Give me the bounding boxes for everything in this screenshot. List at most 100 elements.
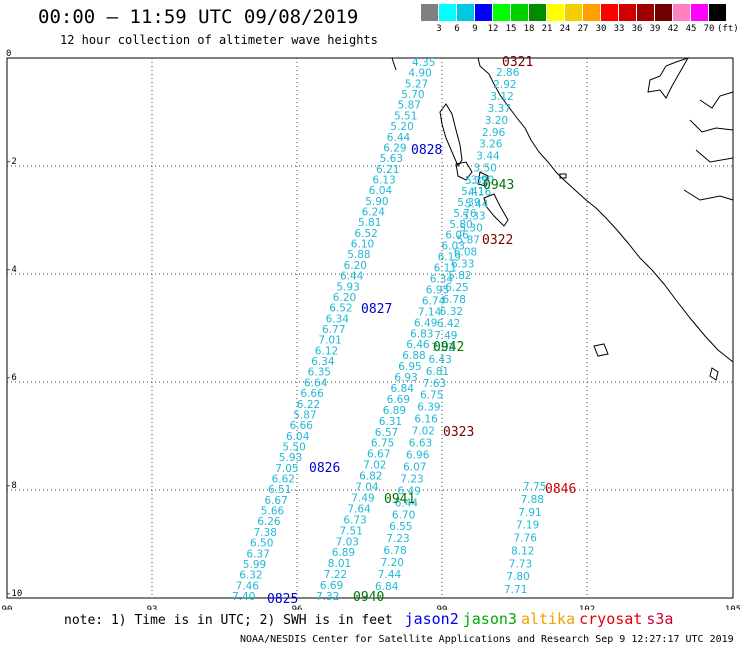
wave-height-value: 6.03 [442, 241, 465, 253]
wave-height-value: 6.66 [300, 388, 324, 400]
y-tick-label: 0 [6, 49, 11, 59]
legend-label: 12 [487, 24, 499, 34]
wave-height-value: 7.23 [386, 533, 409, 545]
wave-height-value: 5.80 [449, 219, 472, 231]
wave-height-value: 6.95 [426, 285, 449, 297]
wave-height-value: 5.88 [347, 249, 370, 261]
wave-height-value: 6.26 [257, 516, 281, 528]
wave-height-value: 6.29 [383, 142, 406, 154]
legend-label: 45 [685, 24, 697, 34]
credit-line: NOAA/NESDIS Center for Satellite Applica… [240, 634, 734, 645]
wave-height-value: 2.96 [482, 127, 506, 139]
legend-label: 15 [505, 24, 517, 34]
wave-height-value: 6.63 [409, 438, 432, 450]
wave-height-value: 3.12 [490, 91, 513, 103]
wave-height-value: 3.50 [474, 163, 497, 175]
wave-height-value: 6.43 [429, 354, 452, 366]
coastline [391, 57, 734, 381]
wave-height-value: 7.23 [400, 473, 423, 485]
wave-height-value: 5.93 [279, 452, 302, 464]
wave-height-value: 7.51 [340, 525, 363, 537]
wave-height-value: 6.88 [402, 350, 425, 362]
wave-height-value: 6.32 [239, 570, 262, 582]
wave-height-value: 6.70 [392, 509, 415, 521]
wave-height-value: 6.34 [430, 274, 454, 286]
wave-height-value: 7.76 [514, 533, 538, 545]
legend-label: 24 [559, 24, 571, 34]
wave-height-value: 6.75 [371, 438, 394, 450]
wave-height-value: 4.16 [468, 187, 492, 199]
wave-height-value: 7.63 [423, 378, 446, 390]
wave-height-value: 7.19 [516, 520, 539, 532]
wave-height-value: 6.83 [410, 328, 433, 340]
footnote: note: 1) Time is in UTC; 2) SWH is in fe… [64, 610, 673, 628]
wave-height-value: 3.20 [485, 115, 508, 127]
wave-height-value: 6.89 [383, 405, 406, 417]
wave-height-value: 8.12 [511, 545, 534, 557]
wave-height-value: 6.77 [322, 324, 345, 336]
wave-height-value: 7.32 [316, 591, 339, 603]
legend-swatch [493, 4, 510, 21]
legend-label: 9 [472, 24, 478, 34]
wave-height-value: 5.39 [465, 175, 488, 187]
legend-swatch [511, 4, 528, 21]
map-frame [6, 57, 734, 599]
wave-height-value: 7.91 [518, 507, 541, 519]
pass-time-label: 0322 [482, 233, 513, 248]
wave-height-value: 6.35 [308, 367, 331, 379]
pass-time-label: 0846 [545, 482, 576, 497]
wave-height-value: 6.81 [426, 366, 449, 378]
wave-height-value: 6.95 [398, 361, 421, 373]
wave-height-value: 6.25 [445, 282, 468, 294]
wave-height-value: 6.04 [369, 185, 393, 197]
wave-height-value: 2.92 [493, 79, 516, 91]
legend-label: 6 [454, 24, 460, 34]
wave-height-value: 7.49 [434, 330, 457, 342]
wave-height-value: 5.87 [293, 409, 316, 421]
pass-time-label: 0825 [267, 592, 298, 607]
wave-height-value: 7.38 [254, 527, 277, 539]
wave-height-value: 4.35 [412, 57, 435, 69]
wave-height-value: 6.75 [420, 390, 443, 402]
wave-height-value: 6.31 [379, 416, 402, 428]
wave-height-value: 6.20 [333, 292, 356, 304]
wave-height-value: 6.16 [414, 414, 438, 426]
wave-height-value: 6.19 [438, 252, 461, 264]
wave-height-value: 6.24 [362, 207, 386, 219]
wave-height-value: 6.96 [406, 450, 430, 462]
wave-height-value: 6.13 [372, 175, 395, 187]
wave-height-value: 6.49 [414, 317, 437, 329]
wave-height-value: 6.34 [326, 313, 350, 325]
x-tick-label: 93 [147, 605, 158, 610]
wave-height-value: 5.33 [462, 210, 485, 222]
wave-height-value: 5.41 [461, 186, 484, 198]
x-tick-label: 90 [2, 605, 13, 610]
legend-label: 33 [613, 24, 625, 34]
satellite-name: s3a [646, 610, 674, 628]
x-tick-label: 105 [725, 605, 740, 610]
legend-swatch [709, 4, 726, 21]
legend-swatch [457, 4, 474, 21]
wave-height-value: 3.26 [479, 139, 503, 151]
wave-height-value: 6.42 [437, 318, 460, 330]
y-tick-label: -10 [6, 589, 22, 599]
legend-label: 18 [523, 24, 535, 34]
wave-height-value: 6.44 [395, 497, 419, 509]
wave-height-value: 5.51 [394, 110, 417, 122]
wave-height-value: 6.69 [320, 580, 343, 592]
wave-height-value: 6.37 [246, 548, 269, 560]
wave-height-value: 3.44 [476, 151, 500, 163]
wave-height-value: 6.21 [376, 164, 399, 176]
wave-height-value: 5.27 [405, 78, 428, 90]
wave-height-value: 6.52 [329, 303, 352, 315]
satellite-name: cryosat [579, 610, 643, 628]
wave-height-value: 7.03 [336, 536, 359, 548]
legend-label: 27 [577, 24, 589, 34]
wave-height-value: 7.01 [318, 335, 341, 347]
satellite-name: jason3 [462, 610, 517, 628]
wave-height-value: 5.82 [448, 270, 471, 282]
wave-height-value: 6.11 [434, 263, 457, 275]
wave-height-value: 6.22 [297, 399, 320, 411]
footnote-text: note: 1) Time is in UTC; 2) SWH is in fe… [64, 613, 393, 628]
legend-swatch [421, 4, 438, 21]
